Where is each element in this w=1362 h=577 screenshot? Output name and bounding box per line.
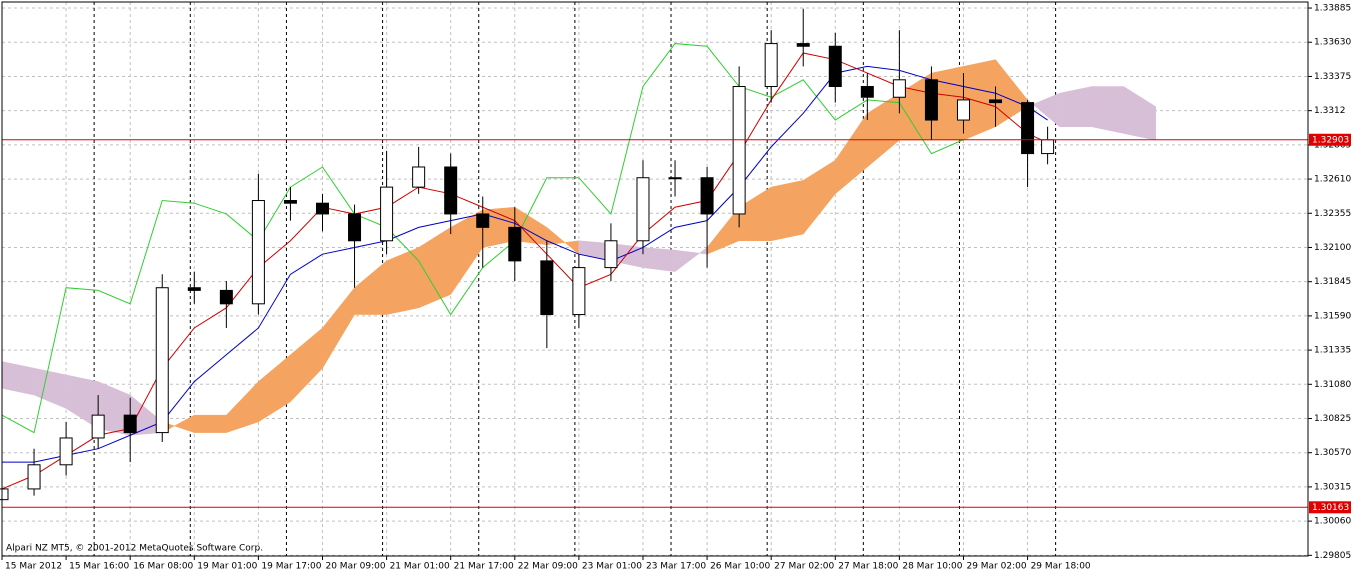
y-tick-label: 1.32610	[1314, 175, 1351, 185]
candle-body	[27, 464, 41, 490]
price-label: 1.32903	[1312, 135, 1349, 145]
candle-body	[123, 414, 137, 434]
candle-body	[187, 287, 201, 291]
x-tick-label: 19 Mar 17:00	[261, 562, 321, 572]
price-label-box	[1309, 133, 1351, 146]
candle-body	[989, 99, 1003, 104]
y-tick-label: 1.33885	[1314, 4, 1351, 14]
y-tick-label: 1.33630	[1314, 38, 1351, 48]
candle-body	[348, 213, 362, 242]
y-tick-label: 1.31080	[1314, 380, 1351, 390]
candle-body	[796, 43, 810, 47]
candle-body	[59, 437, 73, 466]
footer: Alpari NZ MT5, © 2001-2012 MetaQuotes So…	[6, 544, 263, 554]
candle-body	[764, 43, 778, 88]
price-label: 1.30163	[1312, 503, 1349, 513]
cloud-segment	[770, 180, 804, 242]
candle-body	[828, 45, 842, 88]
candle-body	[604, 240, 618, 269]
x-tick-label: 29 Mar 18:00	[1031, 562, 1091, 572]
y-tick-label: 1.32355	[1314, 209, 1351, 219]
x-tick-label: 22 Mar 09:00	[518, 562, 578, 572]
price-label-box	[1309, 501, 1351, 514]
candle-body	[956, 99, 970, 121]
indicator-line	[1, 52, 1048, 490]
x-tick-label: 28 Mar 10:00	[902, 562, 962, 572]
candle-body	[1041, 139, 1055, 155]
y-tick-label: 1.31590	[1314, 311, 1351, 321]
y-tick-label: 1.32100	[1314, 243, 1351, 253]
y-tick-label: 1.3312	[1314, 106, 1346, 116]
candle-body	[444, 166, 458, 215]
x-tick-label: 19 Mar 01:00	[197, 562, 257, 572]
x-tick-label: 23 Mar 17:00	[646, 562, 706, 572]
candle-body	[892, 79, 906, 98]
candle-body	[572, 267, 586, 316]
candle-body	[636, 177, 650, 242]
y-tick-label: 1.30315	[1314, 482, 1351, 492]
y-tick-label: 1.31845	[1314, 277, 1351, 287]
cloud-segment	[1059, 86, 1092, 128]
candle-body	[1021, 102, 1035, 155]
candle-body	[283, 200, 297, 204]
candle-body	[540, 260, 554, 316]
x-tick-label: 26 Mar 10:00	[710, 562, 770, 572]
candle-body	[91, 414, 105, 439]
candle-body	[251, 200, 265, 305]
candle-body	[155, 287, 169, 434]
x-tick-label: 29 Mar 02:00	[966, 562, 1026, 572]
y-tick-label: 1.30570	[1314, 448, 1351, 458]
candle-body	[380, 186, 394, 242]
y-tick-label: 1.30825	[1314, 414, 1351, 424]
candle-body	[508, 226, 522, 262]
x-tick-label: 15 Mar 2012	[5, 562, 62, 572]
cloud-segment	[1123, 86, 1157, 141]
x-tick-label: 21 Mar 01:00	[390, 562, 450, 572]
candle-body	[315, 202, 329, 215]
candle-body	[476, 213, 490, 228]
cloud-segment	[642, 247, 676, 272]
cloud-segment	[1091, 86, 1124, 134]
candle-body	[219, 289, 233, 305]
y-tick-label: 1.29805	[1314, 551, 1351, 561]
candle-body	[412, 166, 426, 188]
x-tick-label: 20 Mar 09:00	[325, 562, 385, 572]
cloud-segment	[194, 414, 227, 433]
y-tick-label: 1.31335	[1314, 346, 1351, 356]
x-tick-label: 21 Mar 17:00	[454, 562, 514, 572]
y-tick-label: 1.30060	[1314, 517, 1351, 527]
candle-body	[860, 86, 874, 98]
candle-body	[924, 79, 938, 121]
x-tick-label: 15 Mar 16:00	[69, 562, 129, 572]
candle-body	[668, 177, 682, 180]
candle-body	[732, 86, 746, 215]
candle-body	[0, 488, 9, 501]
x-tick-label: 27 Mar 18:00	[838, 562, 898, 572]
candle-body	[700, 177, 714, 215]
x-tick-label: 23 Mar 01:00	[582, 562, 642, 572]
x-tick-label: 27 Mar 02:00	[774, 562, 834, 572]
indicator-line	[2, 65, 1048, 463]
x-tick-label: 16 Mar 08:00	[133, 562, 193, 572]
y-tick-label: 1.33375	[1314, 72, 1351, 82]
plot-frame	[1, 1, 1309, 557]
